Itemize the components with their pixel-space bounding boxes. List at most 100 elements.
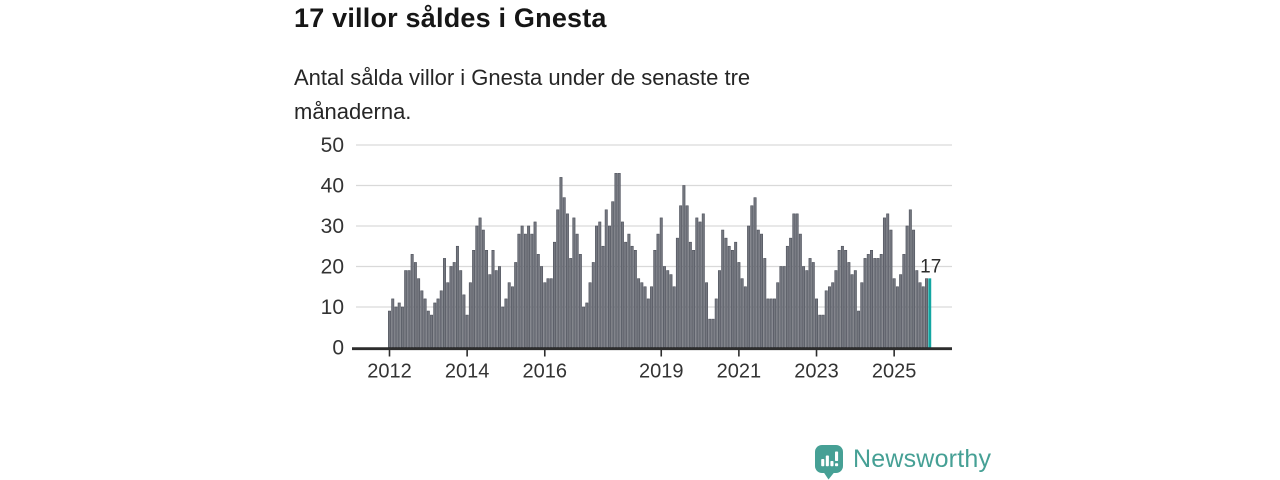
bar	[685, 205, 689, 348]
bar	[666, 270, 670, 348]
bar	[507, 282, 511, 348]
bar	[763, 258, 767, 348]
newsworthy-logo-icon	[815, 445, 843, 480]
bar	[824, 290, 828, 348]
bar	[743, 286, 747, 348]
bar	[598, 221, 602, 348]
bar	[792, 213, 796, 348]
bar	[443, 258, 446, 348]
bar	[760, 233, 763, 348]
bar	[498, 266, 501, 348]
bar	[740, 278, 744, 348]
bar	[844, 250, 848, 348]
bar	[886, 213, 890, 348]
bar	[430, 314, 434, 348]
bar	[653, 250, 657, 348]
bar	[556, 209, 560, 348]
bar	[533, 221, 537, 348]
bar	[675, 237, 679, 348]
bar	[805, 270, 809, 348]
bar	[459, 270, 463, 348]
bar	[465, 314, 469, 348]
bar	[400, 306, 404, 348]
bar	[847, 262, 851, 348]
chart-subtitle: Antal sålda villor i Gnesta under de sen…	[294, 65, 751, 124]
bar	[679, 205, 683, 348]
bar	[608, 225, 611, 348]
bar	[391, 298, 395, 348]
bar	[669, 274, 673, 348]
bar	[562, 197, 566, 348]
bar	[912, 229, 916, 348]
bar	[446, 282, 450, 348]
bar	[701, 213, 705, 348]
bar	[462, 294, 466, 348]
bar	[827, 286, 831, 348]
bar	[620, 221, 624, 348]
bar	[882, 217, 886, 348]
svg-text:30: 30	[321, 215, 344, 238]
bar	[588, 282, 592, 348]
bar	[876, 258, 880, 348]
bar	[420, 290, 424, 348]
bar	[802, 266, 806, 348]
bar	[892, 278, 896, 348]
bar	[452, 262, 456, 348]
bar	[860, 282, 864, 348]
bar	[863, 258, 867, 348]
bar	[908, 209, 912, 348]
bar	[889, 229, 893, 348]
bar	[795, 213, 799, 348]
bar	[659, 217, 663, 348]
bar	[617, 173, 621, 348]
bar	[553, 241, 556, 348]
bar	[724, 237, 728, 348]
bar	[818, 314, 822, 348]
svg-text:50: 50	[321, 134, 344, 157]
bar	[837, 250, 841, 348]
bar	[449, 266, 453, 348]
bar	[407, 270, 411, 348]
bar	[630, 245, 634, 348]
bar	[627, 233, 631, 348]
bar	[879, 254, 883, 348]
svg-text:2023: 2023	[794, 361, 839, 383]
bar	[423, 298, 427, 348]
bar	[611, 201, 615, 348]
brand-name: Newsworthy	[853, 445, 992, 473]
bar	[753, 197, 757, 348]
bar	[565, 213, 569, 348]
svg-text:2012: 2012	[367, 361, 412, 383]
bar	[714, 298, 718, 348]
bar	[850, 274, 854, 348]
bar	[737, 262, 741, 348]
svg-text:0: 0	[332, 337, 344, 360]
svg-text:2025: 2025	[872, 361, 917, 383]
bar	[747, 225, 751, 348]
bar	[478, 217, 482, 348]
bar	[857, 310, 861, 348]
bar	[540, 266, 544, 348]
bar	[925, 278, 928, 348]
bar	[604, 209, 608, 348]
bar	[549, 278, 553, 348]
bar	[821, 314, 825, 348]
bar	[866, 254, 870, 348]
bar	[475, 225, 479, 348]
bar	[601, 245, 605, 348]
bar	[433, 302, 437, 348]
bar	[517, 233, 521, 348]
bar	[646, 298, 650, 348]
svg-text:20: 20	[321, 256, 344, 279]
bar	[404, 270, 408, 348]
bar	[750, 205, 754, 348]
bar	[688, 241, 692, 348]
bar	[650, 286, 654, 348]
bar	[834, 270, 838, 348]
bar	[831, 282, 835, 348]
bar	[546, 278, 550, 348]
bar	[595, 225, 599, 348]
bar	[779, 266, 783, 348]
bar	[523, 233, 527, 348]
